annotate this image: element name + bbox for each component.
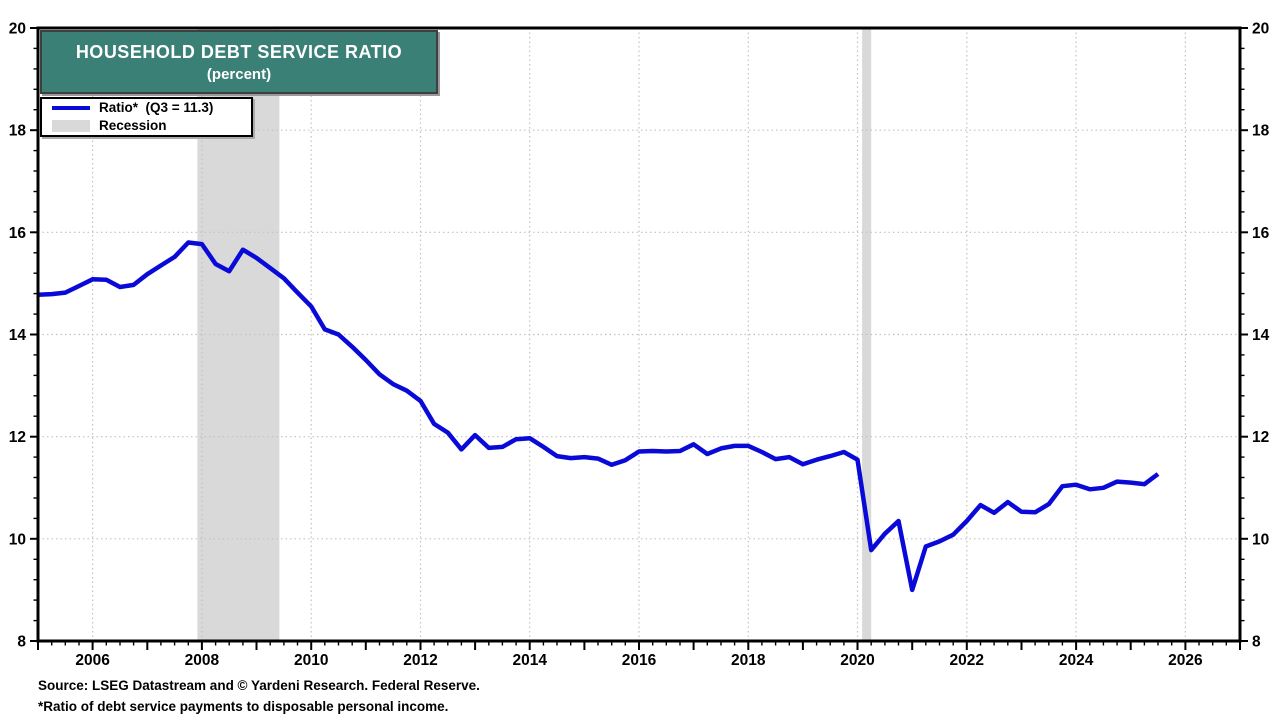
legend: Ratio* (Q3 = 11.3) Recession xyxy=(40,97,253,137)
svg-text:2008: 2008 xyxy=(185,652,220,669)
svg-text:10: 10 xyxy=(1252,531,1269,548)
recession-legend-label: Recession xyxy=(99,118,167,133)
svg-text:2022: 2022 xyxy=(950,652,984,669)
svg-text:12: 12 xyxy=(1252,429,1269,446)
chart-title-box: HOUSEHOLD DEBT SERVICE RATIO (percent) xyxy=(40,30,438,94)
footnote-text: *Ratio of debt service payments to dispo… xyxy=(38,699,449,714)
svg-text:8: 8 xyxy=(17,634,26,651)
svg-text:8: 8 xyxy=(1252,634,1261,651)
ratio-legend-label: Ratio* (Q3 = 11.3) xyxy=(99,100,214,115)
chart-title: HOUSEHOLD DEBT SERVICE RATIO xyxy=(75,42,403,62)
svg-text:20: 20 xyxy=(1252,21,1269,38)
recession-swatch xyxy=(52,120,90,132)
svg-text:2026: 2026 xyxy=(1168,652,1203,669)
svg-text:2020: 2020 xyxy=(840,652,874,669)
svg-text:2024: 2024 xyxy=(1059,652,1094,669)
svg-text:2016: 2016 xyxy=(622,652,657,669)
legend-item-ratio: Ratio* (Q3 = 11.3) xyxy=(42,99,251,117)
chart-footer: Source: LSEG Datastream and © Yardeni Re… xyxy=(38,675,738,717)
svg-text:2010: 2010 xyxy=(294,652,328,669)
svg-text:16: 16 xyxy=(1252,225,1270,242)
svg-text:14: 14 xyxy=(9,327,27,344)
svg-text:2006: 2006 xyxy=(75,652,110,669)
svg-text:2012: 2012 xyxy=(403,652,437,669)
svg-text:14: 14 xyxy=(1252,327,1270,344)
chart-subtitle: (percent) xyxy=(206,66,272,83)
source-text: Source: LSEG Datastream and © Yardeni Re… xyxy=(38,678,480,693)
svg-text:2014: 2014 xyxy=(512,652,547,669)
svg-text:2018: 2018 xyxy=(731,652,766,669)
svg-text:18: 18 xyxy=(9,123,27,140)
svg-text:12: 12 xyxy=(9,429,26,446)
svg-text:10: 10 xyxy=(9,531,26,548)
svg-text:18: 18 xyxy=(1252,123,1270,140)
svg-text:16: 16 xyxy=(9,225,27,242)
svg-text:20: 20 xyxy=(9,21,26,38)
legend-item-recession: Recession xyxy=(42,117,251,135)
ratio-line-swatch xyxy=(52,106,90,110)
